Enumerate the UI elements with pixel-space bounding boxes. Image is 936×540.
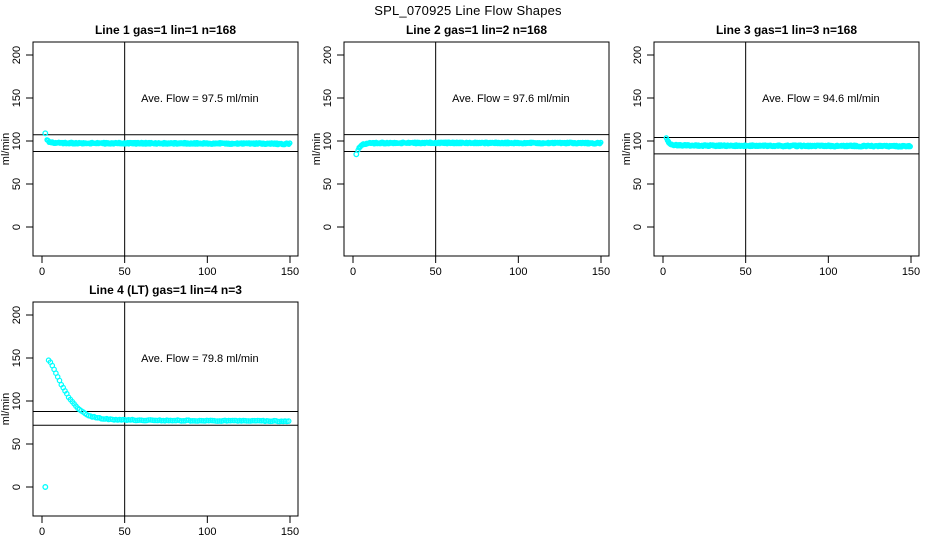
- x-tick-label: 50: [119, 526, 131, 538]
- y-tick-label: 100: [11, 392, 23, 410]
- x-tick-label: 0: [39, 266, 45, 278]
- flow-annotation: Ave. Flow = 97.5 ml/min: [141, 93, 258, 105]
- data-points: [353, 139, 604, 158]
- plot-box: [343, 41, 610, 257]
- outlier-point: [42, 130, 49, 137]
- x-tick-label: 50: [740, 266, 752, 278]
- y-tick-label: 50: [11, 438, 23, 450]
- y-tick-label: 200: [632, 46, 644, 64]
- y-axis-label: ml/min: [0, 133, 12, 165]
- y-axis-label: ml/min: [621, 133, 633, 165]
- figure-title: SPL_070925 Line Flow Shapes: [374, 3, 562, 18]
- subplot-line-2: Line 2 gas=1 lin=2 n=168 0 50 100 150 0 50 100 1…: [311, 23, 610, 278]
- x-tick-label: 0: [350, 266, 356, 278]
- y-axis: 0 50 100 150 200: [322, 46, 344, 230]
- plot-box: [32, 301, 299, 517]
- y-tick-label: 100: [11, 132, 23, 150]
- data-points: [42, 130, 293, 148]
- x-tick-label: 100: [509, 266, 527, 278]
- x-tick-label: 100: [198, 526, 216, 538]
- panel-title: Line 2 gas=1 lin=2 n=168: [406, 23, 547, 37]
- y-axis: 0 50 100 150 200: [11, 306, 33, 490]
- x-tick-label: 150: [902, 266, 920, 278]
- y-tick-label: 150: [322, 89, 334, 107]
- panel-title: Line 4 (LT) gas=1 lin=4 n=3: [89, 283, 242, 297]
- x-tick-label: 0: [39, 526, 45, 538]
- subplot-line-1: Line 1 gas=1 lin=1 n=168 0 50 100 150 0 50 100 1…: [0, 23, 299, 278]
- y-tick-label: 0: [322, 224, 334, 230]
- subplot-line-3: Line 3 gas=1 lin=3 n=168 0 50 100 150 0 50 100 1…: [621, 23, 920, 278]
- flow-annotation: Ave. Flow = 79.8 ml/min: [141, 353, 258, 365]
- x-tick-label: 150: [281, 266, 299, 278]
- y-tick-label: 50: [11, 178, 23, 190]
- x-tick-label: 150: [281, 526, 299, 538]
- y-tick-label: 200: [11, 46, 23, 64]
- flow-annotation: Ave. Flow = 97.6 ml/min: [452, 93, 569, 105]
- y-tick-label: 150: [11, 349, 23, 367]
- x-tick-label: 150: [592, 266, 610, 278]
- y-tick-label: 200: [322, 46, 334, 64]
- y-tick-label: 100: [322, 132, 334, 150]
- y-tick-label: 50: [632, 178, 644, 190]
- outlier-point: [353, 151, 360, 158]
- y-axis-label: ml/min: [0, 393, 12, 425]
- y-axis: 0 50 100 150 200: [11, 46, 33, 230]
- y-tick-label: 50: [322, 178, 334, 190]
- x-axis: 0 50 100 150: [39, 256, 299, 278]
- x-tick-label: 50: [430, 266, 442, 278]
- x-axis: 0 50 100 150: [350, 256, 610, 278]
- outlier-point: [42, 484, 49, 490]
- x-tick-label: 100: [819, 266, 837, 278]
- y-tick-label: 0: [632, 224, 644, 230]
- subplot-line-4: Line 4 (LT) gas=1 lin=4 n=3 0 50 100 150 0 50 1…: [0, 283, 299, 538]
- x-tick-label: 100: [198, 266, 216, 278]
- y-axis-label: ml/min: [311, 133, 323, 165]
- plot-box: [653, 41, 920, 257]
- x-tick-label: 50: [119, 266, 131, 278]
- y-tick-label: 100: [632, 132, 644, 150]
- data-points: [42, 357, 292, 490]
- data-points: [663, 135, 913, 150]
- x-axis: 0 50 100 150: [660, 256, 920, 278]
- flow-annotation: Ave. Flow = 94.6 ml/min: [762, 93, 879, 105]
- y-tick-label: 150: [11, 89, 23, 107]
- x-tick-label: 0: [660, 266, 666, 278]
- plot-box: [32, 41, 299, 257]
- y-axis: 0 50 100 150 200: [632, 46, 654, 230]
- y-tick-label: 0: [11, 224, 23, 230]
- panel-title: Line 1 gas=1 lin=1 n=168: [95, 23, 236, 37]
- y-tick-label: 150: [632, 89, 644, 107]
- y-tick-label: 0: [11, 484, 23, 490]
- y-tick-label: 200: [11, 306, 23, 324]
- x-axis: 0 50 100 150: [39, 516, 299, 538]
- panel-title: Line 3 gas=1 lin=3 n=168: [716, 23, 857, 37]
